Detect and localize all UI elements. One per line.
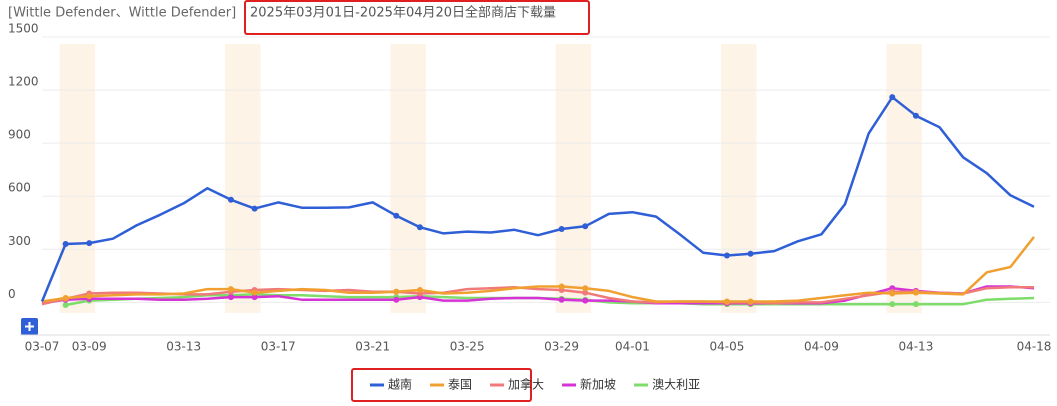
point	[62, 241, 69, 247]
weekend-band	[225, 44, 261, 313]
point	[889, 94, 896, 101]
zoom-icon[interactable]	[25, 322, 34, 331]
series-line	[41, 236, 1035, 303]
point	[393, 296, 400, 303]
legend-label: 澳大利亚	[652, 378, 700, 392]
series-line	[41, 286, 1034, 306]
x-tick-label: 03-25	[450, 340, 485, 354]
point	[251, 294, 258, 301]
point	[251, 289, 258, 296]
point	[558, 283, 565, 290]
weekend-band	[390, 44, 426, 313]
point	[582, 297, 589, 304]
point	[582, 289, 589, 296]
chart-title: [Wittle Defender、Wittle Defender]	[8, 6, 236, 21]
point	[723, 252, 730, 259]
point	[227, 196, 234, 203]
weekend-bands	[59, 44, 922, 313]
y-tick-label: 0	[8, 287, 16, 301]
point	[62, 294, 69, 301]
point	[558, 225, 565, 232]
point	[416, 287, 423, 293]
x-tick-label: 04-18	[1017, 340, 1052, 354]
chart-subtitle: 2025年03月01日-2025年04月20日全部商店下载量	[250, 5, 556, 21]
legend-label: 加拿大	[508, 377, 544, 392]
series-line	[40, 95, 1035, 302]
point	[393, 288, 400, 295]
point	[912, 289, 919, 296]
point	[416, 224, 423, 231]
x-tick-label: 03-13	[166, 340, 201, 354]
point	[227, 294, 234, 301]
weekend-band	[59, 44, 96, 313]
point	[889, 290, 896, 297]
x-tick-label: 03-21	[355, 340, 390, 354]
x-tick-label: 03-29	[544, 340, 579, 354]
x-tick-label: 03-17	[261, 340, 296, 354]
legend-label: 新加坡	[580, 377, 616, 392]
weekend-band	[555, 44, 592, 313]
weekend-band	[886, 44, 922, 313]
point	[558, 296, 565, 303]
weekend-band	[721, 44, 757, 313]
legend-label: 越南	[388, 377, 412, 392]
y-tick-label: 1500	[8, 22, 39, 36]
x-tick-label: 04-01	[615, 340, 650, 354]
point	[912, 112, 919, 119]
highlight-box	[244, 0, 590, 35]
point	[582, 285, 589, 292]
point	[227, 286, 234, 293]
point	[251, 205, 258, 212]
point	[86, 293, 93, 300]
point	[86, 240, 93, 247]
point	[912, 301, 919, 308]
x-tick-label: 04-13	[898, 340, 933, 354]
point	[747, 298, 754, 305]
point	[62, 302, 69, 309]
x-tick-label: 03-09	[72, 340, 107, 354]
y-tick-label: 1200	[8, 75, 39, 89]
point	[747, 250, 754, 257]
point	[393, 212, 400, 219]
x-tick-label: 04-05	[710, 340, 745, 354]
point	[889, 301, 896, 308]
y-tick-label: 600	[8, 181, 31, 195]
zoom-button[interactable]	[21, 318, 38, 335]
y-tick-label: 300	[8, 234, 31, 248]
x-tick-label: 04-09	[804, 340, 839, 354]
y-tick-label: 900	[8, 128, 31, 142]
point	[723, 298, 730, 305]
highlight-box	[351, 368, 532, 402]
legend-label: 泰国	[448, 378, 472, 392]
point	[582, 223, 589, 230]
x-tick-label: 03-07	[25, 340, 60, 354]
